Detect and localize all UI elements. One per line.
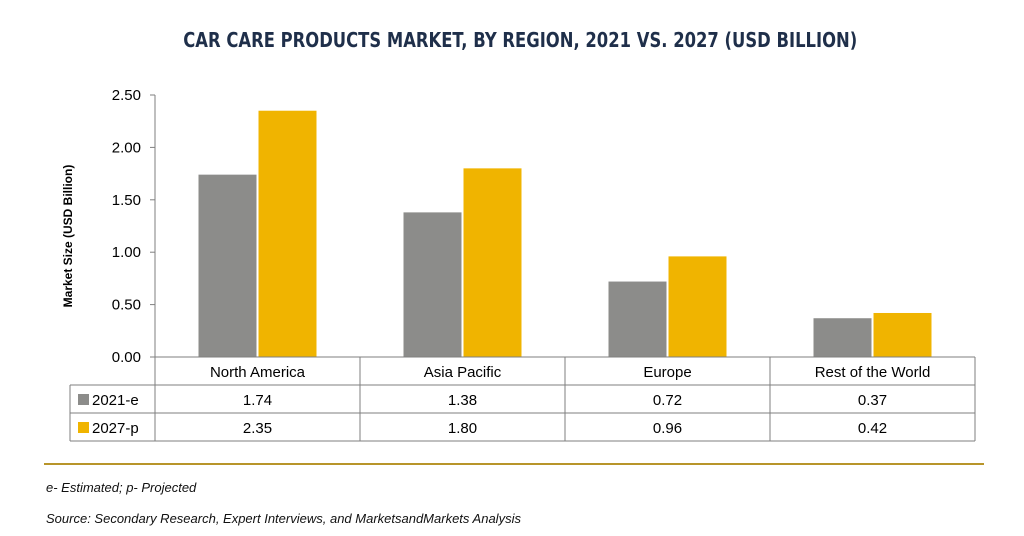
y-tick-label: 2.50: [112, 87, 141, 104]
bar: [813, 318, 872, 357]
bar: [258, 110, 317, 357]
legend-swatch: [78, 394, 89, 405]
data-label: 1.74: [243, 392, 272, 409]
legend-swatch: [78, 422, 89, 433]
source-note: Source: Secondary Research, Expert Inter…: [46, 511, 521, 526]
chart-title: CAR CARE PRODUCTS MARKET, BY REGION, 202…: [183, 28, 858, 52]
legend-label: 2027-p: [92, 420, 139, 437]
data-label: 0.37: [858, 392, 887, 409]
bar: [463, 168, 522, 357]
y-axis-label: Market Size (USD Billion): [61, 165, 75, 308]
data-label: 0.96: [653, 420, 682, 437]
divider: [44, 463, 984, 465]
y-tick-label: 1.00: [112, 244, 141, 261]
category-label: North America: [210, 364, 306, 381]
y-tick-label: 0.00: [112, 349, 141, 366]
category-label: Rest of the World: [815, 364, 931, 381]
category-label: Europe: [643, 364, 691, 381]
y-axis: 0.00 0.50 1.00 1.50 2.00 2.50: [112, 87, 156, 366]
data-label: 0.42: [858, 420, 887, 437]
bars: [198, 110, 932, 357]
bar-chart: Market Size (USD Billion) 0.00 0.50 1.00 1.…: [61, 87, 976, 442]
bar: [198, 174, 257, 357]
y-tick-label: 2.00: [112, 139, 141, 156]
y-tick-label: 0.50: [112, 297, 141, 314]
data-label: 1.80: [448, 420, 477, 437]
legend-label: 2021-e: [92, 392, 139, 409]
bar: [668, 256, 727, 357]
data-table: North America Asia Pacific Europe Rest of t…: [69, 356, 976, 442]
category-label: Asia Pacific: [424, 364, 502, 381]
data-label: 0.72: [653, 392, 682, 409]
bar: [873, 312, 932, 357]
bar: [608, 281, 667, 357]
y-tick-label: 1.50: [112, 192, 141, 209]
bar: [403, 212, 462, 357]
footnote: e- Estimated; p- Projected: [46, 480, 197, 495]
data-label: 2.35: [243, 420, 272, 437]
data-label: 1.38: [448, 392, 477, 409]
